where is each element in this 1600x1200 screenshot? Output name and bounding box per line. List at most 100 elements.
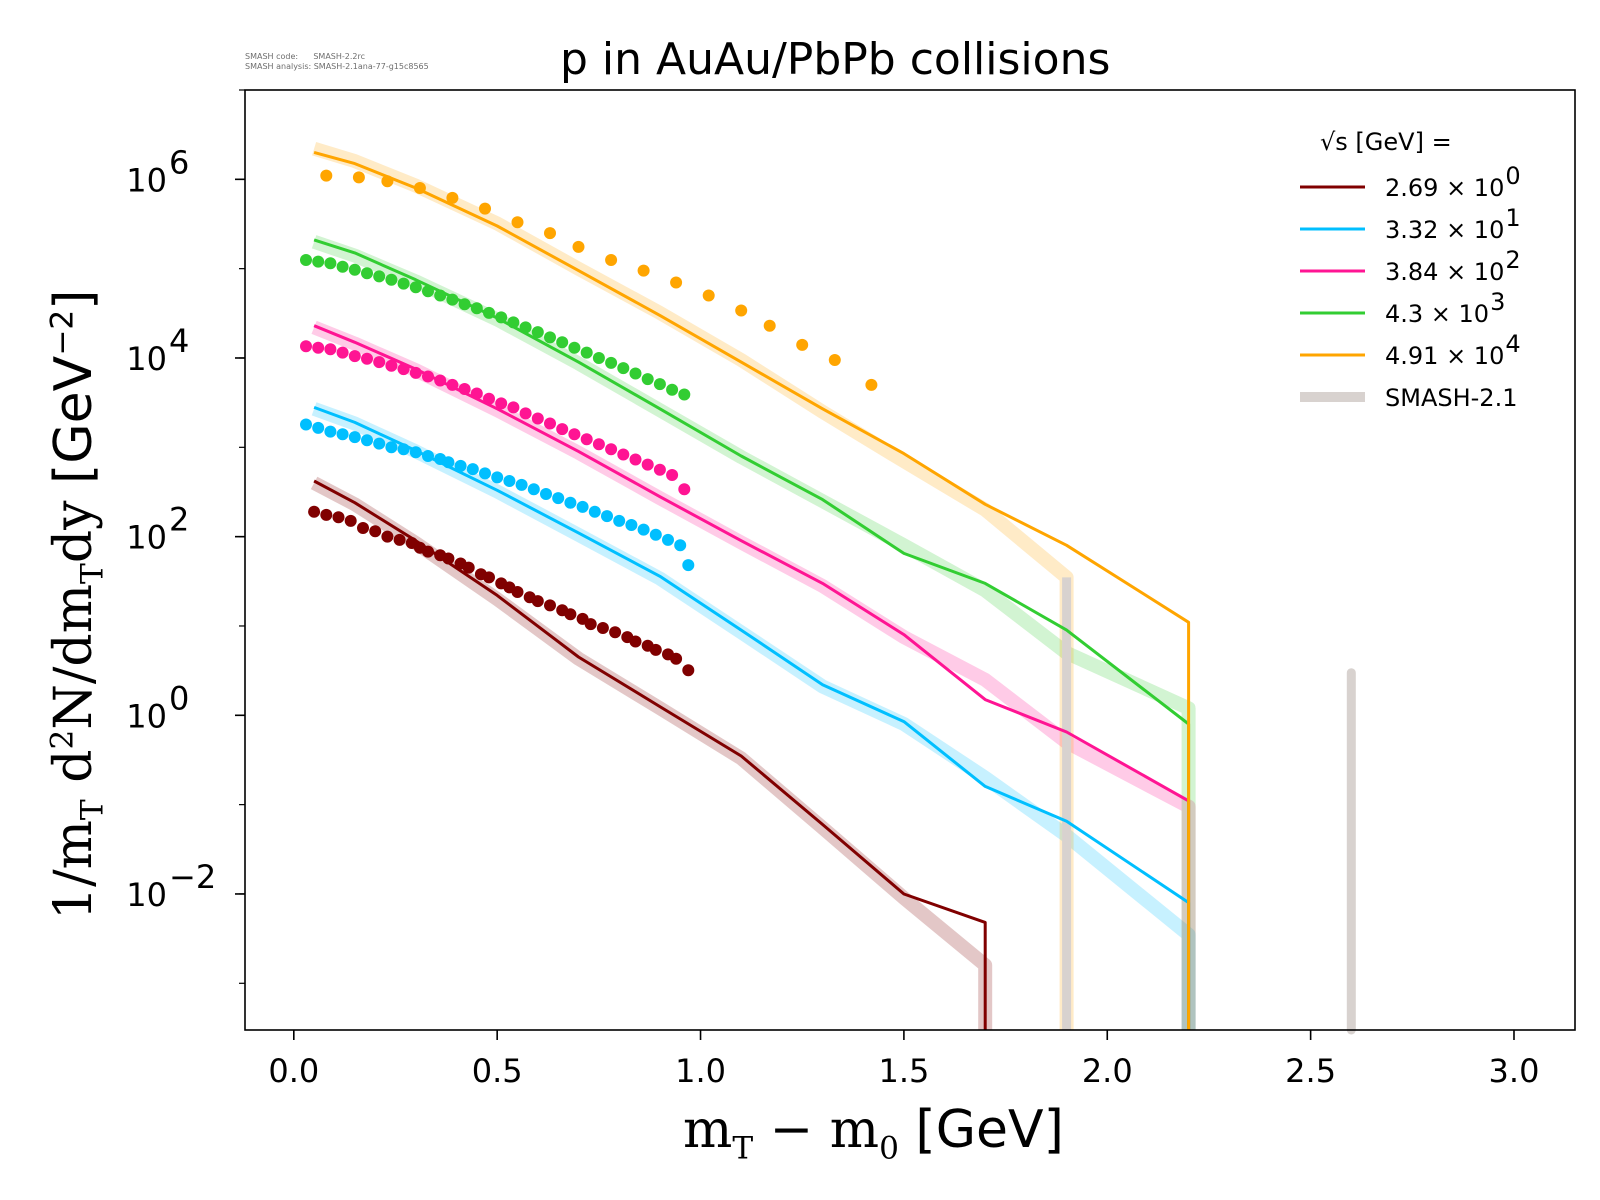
series-4-data-point [446,191,459,204]
series-4-data-point [352,171,365,184]
series-0-data-point [483,571,495,584]
x-tick-label: 0.5 [472,1052,523,1090]
series-2-data-point [629,453,642,466]
series-1-data-point [515,478,528,491]
series-2-data-point [519,407,532,420]
x-label-m: m [683,1100,733,1160]
series-4-data-point [479,202,491,215]
series-0-data-point [462,561,475,574]
series-3-data-point [373,270,386,283]
legend-entry-exponent: 2 [1505,246,1520,274]
series-3-data-point [397,277,410,290]
series-1-data-point [300,418,312,431]
legend-entry-label: 3.32 × 10 [1385,216,1504,244]
y-tick-label: 10 [126,161,167,199]
series-3-data-point [544,331,556,344]
series-3-data-point [617,362,630,375]
series-0-data-point [344,514,357,527]
series-2-data-point [300,340,312,353]
series-1-data-point [576,500,589,513]
series-1-data-point [540,488,552,500]
series-4-data-point [637,264,650,277]
series-4-smash21-band [312,142,1074,1030]
series-4-data-point [763,319,776,332]
series-0-data-point [357,522,369,534]
series-4-data-point [381,175,394,188]
y-label-c: N/dm [44,583,104,730]
series-0-data-point [320,508,333,521]
series-4-model-line [313,150,1191,1030]
x-tick-label: 1.0 [675,1052,726,1090]
series-1-data-point [442,456,455,469]
series-3-data-point [592,352,605,364]
series-0-data-point [609,626,622,639]
meta-analysis: SMASH analysis: SMASH-2.1ana-77-g15c8565 [245,62,429,71]
series-4-data-point [572,240,585,253]
series-2-data-point [458,383,471,395]
series-2-data-point [422,370,434,383]
series-2-data-point [556,423,569,436]
series-1-data-point [662,533,674,546]
series-3-data-point [483,306,495,319]
series-1-data-point [613,514,626,527]
series-2-data-point [434,374,447,387]
series-4-data-point [605,254,618,266]
legend-entry-exponent: 4 [1505,330,1520,358]
meta-code: SMASH code: SMASH-2.2rc [245,52,366,61]
series-0-data-point [308,505,321,518]
series-4-data-point [865,378,878,391]
series-1-data-point [454,459,467,472]
series-1-data-point [324,425,337,438]
y-label-unit-exp: −2 [44,309,81,356]
series-3-data-point [568,341,581,354]
series-0-data-point [544,599,556,612]
y-label-sub1: T [74,799,111,821]
series-3-data-point [434,289,447,302]
series-4-data-point [670,276,683,289]
x-label-sub-0: 0 [879,1130,899,1167]
y-label-unit: [GeV [44,355,104,484]
y-tick-exponent: 6 [169,143,189,181]
legend-entry-label: 4.91 × 10 [1385,342,1504,370]
series-0-data-point [584,618,597,631]
x-label-minus: − m [753,1100,880,1160]
series-0-data-point [381,530,394,543]
y-tick-label: 10 [126,876,167,914]
series-1-data-point [409,446,422,459]
y-label-d: dy [44,483,104,564]
series-3-data-point [422,285,434,298]
series-1-smash21-band [311,402,1196,1030]
series-3-data-point [336,260,349,273]
series-1-data-point [466,463,479,476]
series-1-data-point [674,539,687,552]
x-tick-label: 0.0 [268,1052,319,1090]
series-1-data-point [682,559,695,572]
series-0-data-point [564,608,577,621]
series-0-data-point [670,652,683,665]
series-1-data-point [385,441,398,454]
series-3-data-point [678,388,691,401]
series-3-data-point [605,356,618,369]
series-1-model-line [313,405,1191,1030]
series-2-model-line [313,324,1191,1030]
x-tick-label: 1.5 [878,1052,929,1090]
series-0-data-point [393,533,406,546]
y-label-sup: 2 [44,729,81,750]
y-tick-exponent: −2 [169,858,216,896]
series-2-data-point [495,397,508,410]
series-2-data-point [385,359,398,372]
legend-entry-exponent: 0 [1505,162,1520,190]
series-2-data-point [336,346,349,359]
y-label-unit-end: ] [44,289,104,310]
legend-entry-exponent: 1 [1505,204,1520,232]
data-points [300,169,878,677]
series-3-data-point [629,367,642,380]
series-3-data-point [495,311,508,324]
series-0-data-point [531,595,544,608]
x-label-sub-t: T [732,1130,754,1167]
series-2-data-point [617,448,630,461]
series-3-data-point [458,298,471,311]
series-4-data-point [544,227,556,240]
x-label-unit: [GeV] [898,1100,1064,1160]
